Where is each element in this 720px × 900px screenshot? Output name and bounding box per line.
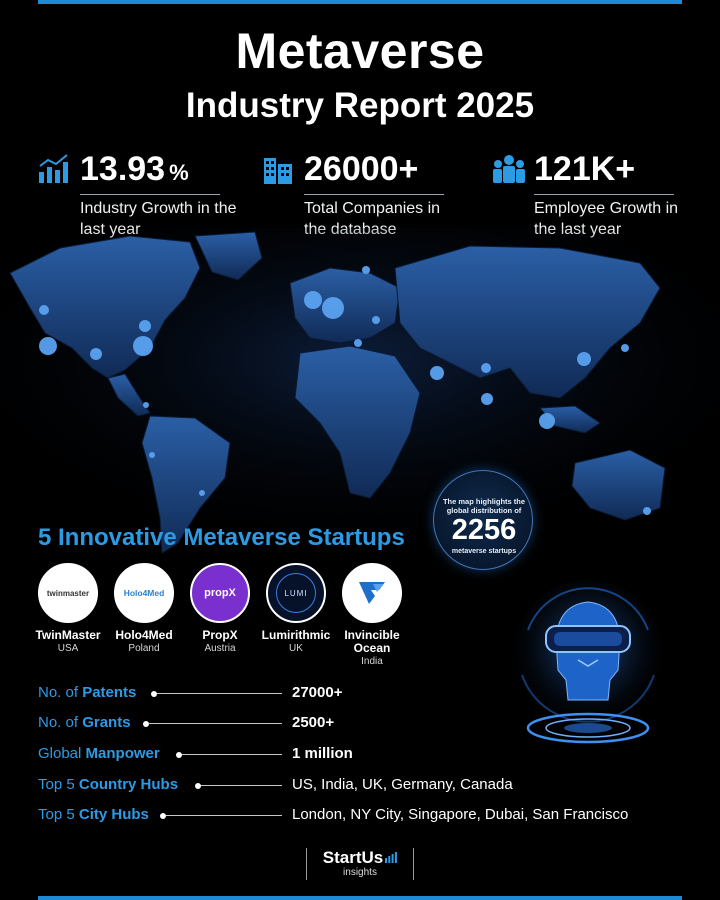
startup-card: propX PropX Austria: [180, 563, 260, 655]
startup-logo: twinmaster: [38, 563, 98, 623]
fact-manpower: Global Manpower 1 million: [38, 745, 698, 767]
footer-brand: StartUs insights: [306, 848, 414, 880]
fact-country-hubs: Top 5 Country Hubs US, India, UK, German…: [38, 776, 698, 798]
startup-card: Invincible Ocean India: [332, 563, 412, 668]
invincible-ocean-logo-icon: [359, 582, 385, 604]
page-title: Metaverse: [235, 23, 485, 79]
logo-text: twinmaster: [46, 588, 90, 598]
startup-name: PropX: [202, 628, 238, 642]
startup-country: Austria: [204, 643, 236, 654]
startup-country: India: [361, 656, 383, 667]
logo-text: LUMI: [276, 573, 316, 613]
bottom-accent-bar: [38, 896, 682, 900]
buildings-icon: [264, 158, 292, 184]
continent-africa: [294, 345, 421, 499]
fact-value: US, India, UK, Germany, Canada: [292, 776, 513, 793]
startup-country: Poland: [128, 643, 160, 654]
fact-value: 27000+: [292, 684, 343, 701]
continent-greenland: [194, 231, 263, 281]
world-map: [0, 228, 720, 558]
bar-chart-icon: [39, 154, 68, 183]
startup-logo: LUMI: [266, 563, 326, 623]
stat-value: 121K+: [534, 150, 636, 188]
fact-grants: No. of Grants 2500+: [38, 714, 698, 736]
startup-card: twinmaster TwinMaster USA: [28, 563, 108, 655]
startup-card: Holo4Med Holo4Med Poland: [104, 563, 184, 655]
startup-name: TwinMaster: [35, 628, 101, 642]
brand-logo: StartUs: [307, 848, 413, 867]
badge-number: 2256: [451, 514, 517, 546]
continent-australia: [571, 449, 666, 521]
fact-label: No. of Grants: [38, 714, 131, 731]
signal-bars-icon: [385, 852, 398, 863]
fact-label: Top 5 Country Hubs: [38, 776, 179, 793]
fact-value: 2500+: [292, 714, 335, 731]
stat-value: 13.93%: [80, 150, 189, 188]
fact-label: Global Manpower: [38, 745, 160, 762]
badge-text: The map highlights the global distributi…: [442, 497, 526, 515]
logo-text: propX: [204, 587, 236, 599]
people-icon: [493, 155, 525, 183]
startup-country: UK: [289, 643, 303, 654]
top-accent-bar: [38, 0, 682, 4]
fact-label: No. of Patents: [38, 684, 137, 701]
startups-heading: 5 Innovative Metaverse Startups: [38, 524, 405, 551]
logo-text: Holo4Med: [123, 588, 165, 598]
startup-name: Invincible Ocean: [344, 628, 400, 655]
fact-patents: No. of Patents 27000+: [38, 684, 698, 706]
page-subtitle: Industry Report 2025: [185, 86, 535, 125]
startup-name: Lumirithmic: [261, 628, 331, 642]
fact-value: 1 million: [292, 745, 353, 762]
startup-logo: Holo4Med: [114, 563, 174, 623]
startup-card: LUMI Lumirithmic UK: [256, 563, 336, 655]
startup-country: USA: [57, 643, 79, 654]
startup-logo: [342, 563, 402, 623]
fact-value: London, NY City, Singapore, Dubai, San F…: [292, 806, 629, 823]
continent-south-america: [141, 415, 231, 554]
badge-subtext: metaverse startups: [451, 548, 517, 555]
vr-headset-illustration: [513, 580, 663, 744]
continent-central-america: [107, 373, 151, 417]
startup-logo: propX: [190, 563, 250, 623]
fact-label: Top 5 City Hubs: [38, 806, 149, 823]
fact-city-hubs: Top 5 City Hubs London, NY City, Singapo…: [38, 806, 698, 828]
continent-europe: [289, 267, 401, 344]
stat-value: 26000+: [304, 150, 419, 188]
continent-asia: [394, 245, 661, 399]
startups-count-badge: The map highlights the global distributi…: [433, 470, 533, 570]
brand-subtitle: insights: [343, 867, 377, 878]
startup-name: Holo4Med: [115, 628, 173, 642]
